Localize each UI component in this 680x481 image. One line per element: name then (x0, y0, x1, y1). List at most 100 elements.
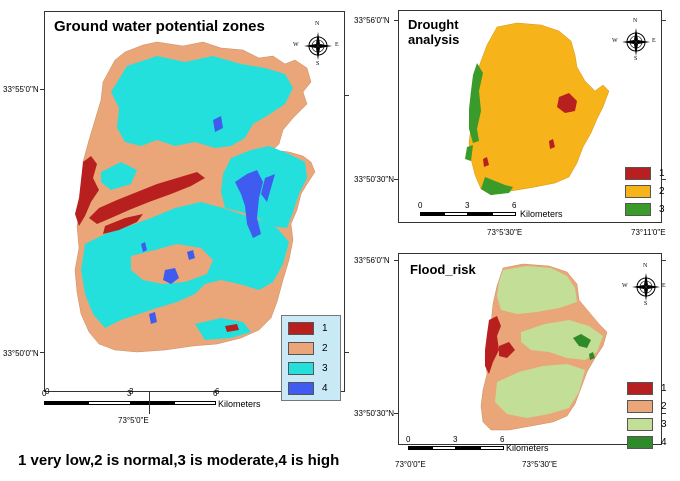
flood-scale-bars (408, 446, 504, 451)
compass-w-label: W (612, 38, 618, 44)
legend-swatch (288, 362, 314, 375)
dr-lon-right: 73°11'0"E (631, 228, 666, 237)
drought-legend: 1 2 3 (621, 167, 665, 223)
legend-swatch (288, 322, 314, 335)
gw-lat-top: 33°55'0"N (3, 85, 39, 94)
gw-tick (40, 89, 44, 90)
scale-seg (444, 212, 468, 216)
gw-tick (149, 392, 150, 414)
scale-label-0: 0 (45, 387, 50, 396)
legend-swatch (627, 436, 653, 449)
legend-label: 3 (322, 363, 328, 374)
scale-seg (131, 401, 174, 405)
dr-scale-6: 6 (512, 201, 517, 210)
legend-label: 2 (661, 401, 667, 412)
dr-tick (394, 20, 398, 21)
compass-e-label: E (662, 283, 666, 289)
legend-swatch (625, 203, 651, 216)
groundwater-zone-map (74, 41, 316, 353)
north-arrow-icon: N S E W (293, 21, 339, 67)
flood-map-frame: Flood_risk N S E W 1 2 3 4 (398, 253, 667, 449)
legend-swatch (625, 185, 651, 198)
flood-map-title: Flood_risk (410, 262, 476, 277)
legend-swatch (627, 418, 653, 431)
north-arrow-icon: N S E W (622, 263, 666, 307)
fl-lat-mid: 33°50'30"N (354, 409, 395, 418)
compass-e-label: E (652, 38, 656, 44)
fl-scale-unit: Kilometers (506, 443, 549, 453)
compass-n-label: N (643, 263, 648, 269)
drought-scale-bars (420, 212, 516, 217)
fl-lon-left: 73°0'0"E (395, 460, 426, 469)
fl-tick (662, 260, 666, 261)
dr-lat-mid: 33°50'30"N (354, 175, 395, 184)
fl-lat-top: 33°56'0"N (354, 256, 390, 265)
compass-n-label: N (315, 21, 320, 27)
drought-map-title-line2: analysis (408, 32, 460, 47)
gw-tick (345, 95, 349, 96)
legend-swatch (627, 400, 653, 413)
dr-scale-unit: Kilometers (520, 209, 563, 219)
scale-label-3: 3 (129, 387, 134, 396)
fl-scale-6: 6 (500, 435, 505, 444)
compass-w-label: W (293, 42, 299, 48)
drought-map-frame: Drought analysis N S E W 1 2 3 (398, 10, 665, 223)
legend-swatch (627, 382, 653, 395)
scale-seg (432, 446, 456, 450)
gw-scale-unit: Kilometers (218, 399, 261, 409)
groundwater-map-title: Ground water potential zones (54, 18, 265, 35)
scale-label-6: 6 (215, 387, 220, 396)
gw-tick (345, 352, 349, 353)
north-arrow-icon: N S E W (612, 18, 656, 62)
scale-seg (480, 446, 504, 450)
groundwater-scale-bar: 0 3 6 (45, 387, 245, 408)
compass-s-label: S (644, 301, 648, 307)
dr-scale-0: 0 (418, 201, 423, 210)
scale-seg (420, 212, 444, 216)
groundwater-map-frame: Ground water potential zones N S E W 1 2 (44, 11, 345, 401)
dr-tick (662, 179, 666, 180)
fl-tick (662, 413, 666, 414)
legend-label: 4 (661, 437, 667, 448)
compass-w-label: W (622, 283, 628, 289)
legend-label: 3 (659, 204, 665, 215)
flood-legend: 1 2 3 4 (625, 382, 667, 449)
scale-seg (456, 446, 480, 450)
legend-label: 4 (322, 383, 328, 394)
gw-scale-3: 3 (127, 389, 132, 398)
drought-zone-map (465, 22, 610, 196)
scale-seg (88, 401, 131, 405)
drought-map-title-line1: Drought (408, 17, 459, 32)
gw-lon-bottom: 73°5'0"E (118, 416, 149, 425)
legend-label: 2 (659, 186, 665, 197)
gw-scale-0: 0 (42, 389, 47, 398)
compass-n-label: N (633, 18, 638, 24)
dr-lat-top: 33°56'0"N (354, 16, 390, 25)
legend-label: 1 (322, 323, 328, 334)
gw-scale-6: 6 (213, 389, 218, 398)
legend-swatch (625, 167, 651, 180)
fl-lon-mid: 73°5'30"E (522, 460, 558, 469)
scale-seg (174, 401, 216, 405)
gw-tick (40, 352, 44, 353)
flood-zone-map (480, 263, 608, 431)
dr-tick (394, 179, 398, 180)
legend-swatch (288, 382, 314, 395)
compass-s-label: S (634, 56, 638, 62)
legend-caption: 1 very low,2 is normal,3 is moderate,4 i… (18, 452, 340, 469)
compass-s-label: S (316, 61, 320, 67)
scale-seg (492, 212, 516, 216)
fl-scale-0: 0 (406, 435, 411, 444)
legend-label: 2 (322, 343, 328, 354)
legend-label: 3 (661, 419, 667, 430)
legend-label: 1 (661, 383, 667, 394)
dr-tick (662, 20, 666, 21)
scale-seg (44, 401, 88, 405)
groundwater-scale-bars (44, 401, 216, 406)
scale-seg (408, 446, 432, 450)
gw-lat-bottom: 33°50'0"N (3, 349, 39, 358)
scale-seg (468, 212, 492, 216)
groundwater-legend: 1 2 3 4 (281, 315, 341, 401)
fl-scale-3: 3 (453, 435, 458, 444)
dr-scale-3: 3 (465, 201, 470, 210)
